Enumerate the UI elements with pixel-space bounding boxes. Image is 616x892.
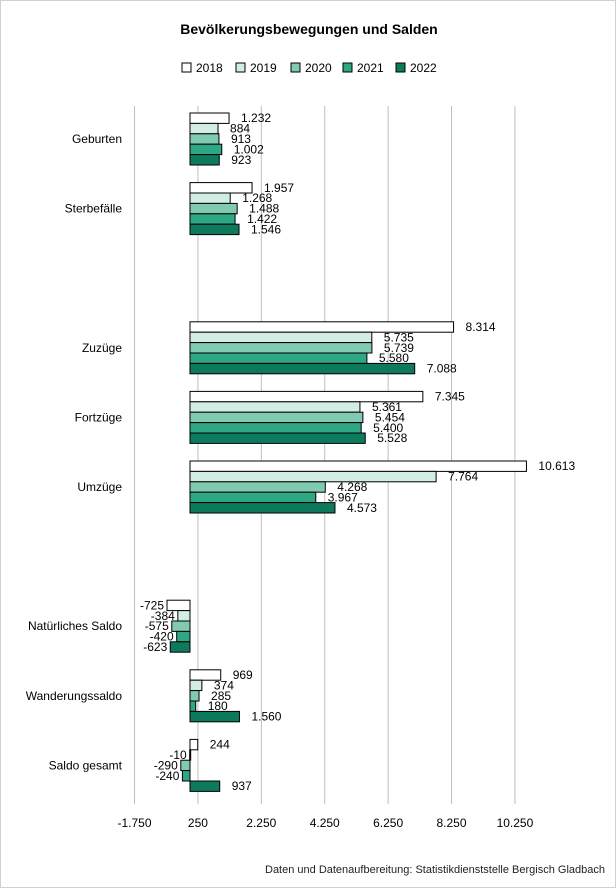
bar-wanderungssaldo-2020 (190, 691, 199, 701)
source-note: Daten und Datenaufbereitung: Statistikdi… (265, 864, 605, 876)
legend-swatch-2020 (291, 63, 300, 72)
data-label: 4.573 (347, 501, 377, 515)
bar-wanderungssaldo-2019 (190, 680, 202, 690)
category-labels: Geburten Sterbefälle Zuzüge Fortzüge Umzüge N… (26, 132, 123, 772)
category-label-wanderungssaldo: Wanderungssaldo (26, 689, 123, 703)
bar-zuzuege-2021 (190, 353, 367, 363)
bar-saldo-gesamt-2018 (190, 739, 198, 749)
data-label: 7.088 (427, 362, 457, 376)
bar-natuerliches-saldo-2019 (178, 611, 190, 621)
bar-saldo-gesamt-2022 (190, 781, 220, 791)
bar-geburten-2020 (190, 134, 219, 144)
data-label: 10.613 (538, 459, 575, 473)
data-label: 5.528 (377, 431, 407, 445)
legend-label-2020: 2020 (305, 61, 332, 75)
bar-sterbefaelle-2020 (190, 203, 237, 213)
category-label-natuerliches-saldo: Natürliches Saldo (28, 619, 122, 633)
bar-fortzuege-2022 (190, 433, 365, 443)
bar-umzuege-2019 (190, 471, 436, 481)
data-label: 180 (208, 699, 228, 713)
data-label: -623 (143, 640, 167, 654)
bar-fortzuege-2020 (190, 412, 363, 422)
legend-swatch-2019 (236, 63, 245, 72)
x-tick-label: 8.250 (437, 816, 467, 830)
category-label-fortzuege: Fortzüge (75, 410, 123, 424)
category-label-zuzuege: Zuzüge (82, 341, 122, 355)
data-label: 1.560 (251, 710, 281, 724)
bar-geburten-2022 (190, 155, 219, 165)
data-label: -240 (155, 769, 179, 783)
x-tick-label: 4.250 (310, 816, 340, 830)
x-tick-label: -1.750 (118, 816, 152, 830)
data-label: 7.764 (448, 470, 478, 484)
data-label: 923 (231, 153, 251, 167)
chart-title: Bevölkerungsbewegungen und Salden (180, 21, 437, 37)
x-tick-label: 6.250 (373, 816, 403, 830)
bar-umzuege-2020 (190, 482, 325, 492)
data-label: 937 (232, 779, 252, 793)
bar-zuzuege-2018 (190, 322, 454, 332)
bar-geburten-2018 (190, 113, 229, 123)
legend: 2018 2019 2020 2021 2022 (182, 61, 437, 75)
bar-sterbefaelle-2019 (190, 193, 230, 203)
data-label: 244 (210, 738, 230, 752)
bar-zuzuege-2020 (190, 343, 372, 353)
legend-label-2019: 2019 (250, 61, 277, 75)
legend-label-2021: 2021 (357, 61, 384, 75)
data-label: 7.345 (435, 390, 465, 404)
category-label-geburten: Geburten (72, 132, 122, 146)
legend-label-2018: 2018 (196, 61, 223, 75)
data-label: 8.314 (466, 320, 496, 334)
legend-label-2022: 2022 (410, 61, 437, 75)
x-tick-label: 250 (188, 816, 208, 830)
bar-sterbefaelle-2021 (190, 214, 235, 224)
bar-fortzuege-2021 (190, 423, 361, 433)
category-label-saldo-gesamt: Saldo gesamt (49, 758, 123, 772)
x-tick-label: 10.250 (497, 816, 534, 830)
bar-geburten-2021 (190, 144, 222, 154)
bar-umzuege-2021 (190, 492, 316, 502)
bar-natuerliches-saldo-2021 (177, 631, 190, 641)
bar-umzuege-2022 (190, 503, 335, 513)
legend-swatch-2022 (396, 63, 405, 72)
category-label-umzuege: Umzüge (77, 480, 122, 494)
population-chart: Bevölkerungsbewegungen und Salden 2018 20… (1, 1, 615, 887)
bar-saldo-gesamt-2019 (190, 750, 191, 760)
bar-geburten-2019 (190, 123, 218, 133)
x-tick-label: 2.250 (246, 816, 276, 830)
legend-swatch-2018 (182, 63, 191, 72)
bar-fortzuege-2019 (190, 402, 360, 412)
category-label-sterbefaelle: Sterbefälle (65, 202, 123, 216)
bar-wanderungssaldo-2021 (190, 701, 196, 711)
bar-zuzuege-2019 (190, 332, 372, 342)
data-label: 1.546 (251, 222, 281, 236)
data-label: 5.580 (379, 351, 409, 365)
legend-swatch-2021 (343, 63, 352, 72)
x-axis-ticks: -1.750 250 2.250 4.250 6.250 8.250 10.250 (118, 816, 534, 830)
data-label: 969 (233, 668, 253, 682)
bar-saldo-gesamt-2021 (182, 771, 190, 781)
chart-frame: Bevölkerungsbewegungen und Salden 2018 20… (0, 0, 616, 888)
bar-sterbefaelle-2022 (190, 224, 239, 234)
